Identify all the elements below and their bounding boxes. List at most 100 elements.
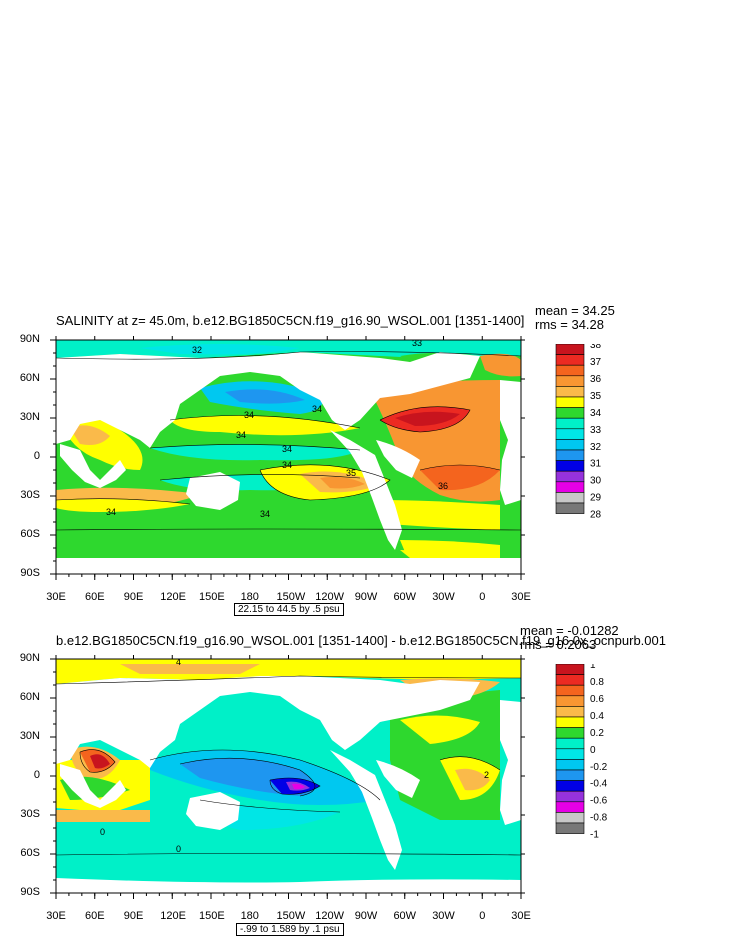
x-tick-label: 30W (432, 591, 455, 603)
colorbar-swatch (555, 706, 585, 718)
y-tick-label: 90N (19, 333, 40, 345)
colorbar-label: 28 (590, 510, 602, 521)
colorbar-swatch (555, 759, 585, 771)
chart-title: SALINITY at z= 45.0m, b.e12.BG1850C5CN.f… (56, 313, 525, 328)
contour-label: 34 (282, 460, 292, 470)
y-tick-label: 30S (20, 489, 40, 501)
y-tick-label: 0 (33, 450, 40, 462)
x-tick-label: 0 (479, 910, 486, 922)
colorbar-label: 35 (590, 391, 602, 402)
colorbar-swatch (555, 812, 585, 824)
colorbar-swatch (555, 822, 585, 834)
contour-info-box: -.99 to 1.589 by .1 psu (236, 923, 344, 936)
x-tick-label: 60E (84, 910, 105, 922)
x-tick-label: 60E (84, 591, 105, 603)
colorbar-label: 0.4 (590, 711, 604, 722)
contour-label: 2 (484, 770, 489, 780)
contour-label: 34 (312, 404, 322, 414)
contour-label: 34 (236, 430, 246, 440)
colorbar-label: 1 (590, 664, 596, 671)
colorbar-swatch (555, 769, 585, 781)
colorbar-label: 32 (590, 442, 602, 453)
x-tick-label: 60W (393, 910, 417, 922)
y-tick-label: 30N (19, 730, 40, 742)
stats-mean: mean = -0.01282 (520, 623, 619, 638)
colorbar-swatch (555, 727, 585, 739)
salinity-map: 32 33 34 34 34 34 34 35 36 34 34 (50, 336, 525, 580)
colorbar-swatch (555, 748, 585, 760)
x-tick-label: 180 (240, 910, 259, 922)
colorbar-label: -1 (590, 830, 599, 841)
contour-label: 35 (346, 468, 356, 478)
stats-mean: mean = 34.25 (535, 303, 615, 318)
colorbar-swatch (555, 737, 585, 750)
x-tick-label: 120W (315, 910, 344, 922)
contour-label: 32 (192, 345, 202, 355)
y-tick-label: 30N (19, 411, 40, 423)
contour-label: 0 (100, 827, 105, 837)
x-tick-label: 60W (393, 591, 417, 603)
contour-info-box: 22.15 to 44.5 by .5 psu (234, 603, 344, 616)
x-tick-label: 90E (123, 910, 144, 922)
y-tick-label: 60S (20, 847, 40, 859)
contour-label: 4 (176, 657, 181, 667)
colorbar-label: 36 (590, 374, 602, 385)
y-tick-label: 90S (20, 567, 40, 579)
y-tick-label: 90N (19, 652, 40, 664)
difference-colorbar: 1 0.8 0.6 0.4 0.2 0 -0.2 -0.4 -0.6 -0.8 -1 (555, 664, 608, 841)
chart-title: b.e12.BG1850C5CN.f19_g16.90_WSOL.001 [13… (56, 633, 666, 648)
colorbar-label: 29 (590, 493, 602, 504)
salinity-panel: SALINITY at z= 45.0m, b.e12.BG1850C5CN.f… (19, 303, 615, 616)
colorbar-label: 30 (590, 476, 602, 487)
stats-rms: rms = 34.28 (535, 317, 605, 332)
contour-label: 34 (106, 507, 116, 517)
x-tick-label: 90E (123, 591, 144, 603)
colorbar-swatch (555, 664, 585, 675)
x-tick-label: 150W (276, 591, 306, 603)
contour-label: 36 (438, 481, 448, 491)
x-tick-label: 30E (46, 910, 66, 922)
contour-label: 34 (244, 410, 254, 420)
colorbar-label: 0 (590, 745, 596, 756)
contour-label: 34 (282, 444, 292, 454)
colorbar-label: -0.8 (590, 813, 608, 824)
y-tick-label: 60S (20, 528, 40, 540)
colorbar-swatch (555, 695, 585, 707)
x-tick-label: 180 (240, 591, 259, 603)
contour-label: 0 (176, 844, 181, 854)
x-tick-label: 0 (479, 591, 486, 603)
colorbar-label: 37 (590, 357, 602, 368)
colorbar-label: 34 (590, 408, 602, 419)
colorbar-swatch (555, 684, 585, 697)
x-tick-label: 90W (354, 910, 378, 922)
contour-label: 34 (260, 509, 270, 519)
colorbar-label: 0.2 (590, 728, 604, 739)
colorbar-label: 0.6 (590, 694, 604, 705)
x-tick-label: 150E (199, 910, 225, 922)
x-tick-label: 90W (354, 591, 378, 603)
y-tick-label: 60N (19, 372, 40, 384)
x-tick-label: 150E (199, 591, 225, 603)
colorbar-label: 38 (590, 344, 602, 351)
colorbar-swatch (555, 502, 585, 514)
salinity-colorbar: 38 37 36 35 34 33 32 31 30 29 28 (555, 344, 602, 521)
x-tick-label: 120W (315, 591, 344, 603)
colorbar-label: -0.4 (590, 779, 608, 790)
x-tick-label: 30E (46, 591, 66, 603)
y-tick-label: 90S (20, 886, 40, 898)
y-tick-label: 0 (33, 769, 40, 781)
y-tick-label: 30S (20, 808, 40, 820)
x-tick-label: 30W (432, 910, 455, 922)
colorbar-swatch (555, 801, 585, 813)
colorbar-swatch (555, 674, 585, 686)
x-tick-label: 30E (511, 910, 531, 922)
x-tick-label: 150W (276, 910, 306, 922)
y-tick-label: 60N (19, 691, 40, 703)
stats-rms: rms = 0.2063 (520, 637, 597, 652)
colorbar-label: -0.2 (590, 762, 608, 773)
colorbar-swatch (555, 780, 585, 792)
x-tick-label: 120E (160, 910, 186, 922)
colorbar-label: 0.8 (590, 677, 604, 688)
